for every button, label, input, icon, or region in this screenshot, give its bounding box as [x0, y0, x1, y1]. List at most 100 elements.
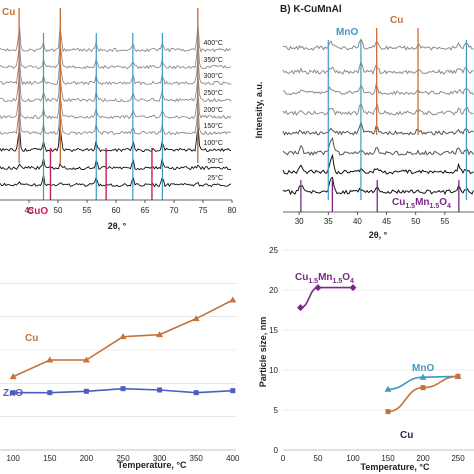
panel-d-x-tick-label: 250 [451, 454, 465, 463]
panel-c-tick-label: 350 [190, 454, 204, 463]
panel-a-trace-300c [0, 57, 232, 86]
panel-d-x-ticks: 0 50 100 150 200 250 [281, 454, 465, 463]
panel-b-reflection-lines [300, 28, 468, 212]
panel-b-x-ticks: 30 35 40 45 50 55 [295, 212, 450, 226]
panel-d-y-tick-label: 25 [269, 246, 278, 255]
panel-b-tick-label: 50 [411, 217, 420, 226]
panel-d-particle-size: 0 5 10 15 20 25 0 50 100 150 200 250 Particle size… [258, 246, 474, 472]
panel-b-xrd: B) K-CuMnAl 30 35 40 45 50 55 Intensity, a.u.… [254, 4, 474, 240]
panel-d-x-tick-label: 150 [381, 454, 395, 463]
panel-a-temp-label: 300°C [203, 72, 223, 80]
panel-a-tick-label: 55 [83, 206, 92, 215]
panel-a-tick-label: 45 [25, 206, 34, 215]
panel-a-tick-label: 70 [170, 206, 179, 215]
panel-d-point-cu15mn15o4 [349, 284, 357, 292]
panel-c-point-cu [46, 356, 54, 363]
panel-c-point-zno [230, 388, 236, 394]
panel-b-trace [282, 176, 474, 196]
panel-a-trace-400c [0, 23, 232, 53]
panel-d-gridlines [283, 249, 474, 451]
panel-b-trace [282, 38, 474, 52]
panel-d-y-label: Particle size, nm [258, 317, 268, 388]
panel-d-mno-label: MnO [412, 363, 434, 374]
panel-a-trace-150c [0, 107, 232, 136]
panel-a-trace-100c [0, 124, 232, 153]
panel-a-trace-25c [0, 174, 232, 188]
panel-a-temp-label: 350°C [203, 56, 223, 64]
panel-a-traces [0, 23, 232, 188]
panel-b-tick-label: 35 [324, 217, 333, 226]
panel-b-x-label: 2θ, ° [369, 230, 388, 240]
panel-c-cu-label: Cu [25, 333, 38, 344]
panel-b-traces [282, 38, 474, 196]
panel-b-tick-label: 45 [382, 217, 391, 226]
panel-a-temp-label: 150°C [203, 122, 223, 130]
panel-a-temp-label: 50°C [207, 157, 223, 165]
panel-d-cu15mn15o4-label: Cu1.5Mn1.5O4 [295, 272, 354, 285]
panel-b-tick-label: 55 [440, 217, 449, 226]
panel-d-series-line [387, 375, 459, 413]
panel-d-y-tick-label: 15 [269, 326, 278, 335]
panel-c-point-zno [83, 388, 89, 394]
panel-c-zno-label: ZnO [3, 388, 23, 399]
panel-a-reflection-lines [18, 8, 199, 200]
panel-c-point-cu [192, 315, 200, 322]
panel-c-point-zno [157, 387, 163, 393]
panel-a-trace-50c [0, 157, 232, 171]
panel-d-point-cu [455, 373, 461, 379]
panel-d-series-line [300, 286, 353, 309]
panel-a-x-ticks: 45 50 55 60 65 70 75 80 [25, 200, 237, 215]
panel-a-cu-label: Cu [2, 7, 15, 18]
panel-c-point-zno [47, 390, 53, 396]
panel-d-cu-label: Cu [400, 430, 413, 441]
panel-c-crystallite-size: 100 150 200 250 300 350 400 Cu ZnO Temperature… [0, 283, 240, 470]
panel-b-cu-label: Cu [390, 15, 403, 26]
panel-c-point-cu [9, 373, 17, 380]
panel-b-trace [282, 137, 474, 156]
panel-d-point-cu15mn15o4 [314, 284, 322, 292]
panel-d-point-mno [419, 373, 427, 380]
panel-c-point-zno [120, 386, 126, 392]
panel-a-xrd: 45 50 55 60 65 70 75 80 400°C 350°C 300°C 250°C 200… [0, 7, 237, 231]
panel-b-cu15mn15o4-label: Cu1.5Mn1.5O4 [392, 197, 451, 210]
panel-d-x-tick-label: 50 [314, 454, 323, 463]
panel-c-x-label: Temperature, °C [118, 460, 187, 470]
panel-b-trace [282, 83, 474, 96]
panel-c-point-cu [82, 356, 90, 363]
panel-d-y-tick-label: 10 [269, 366, 278, 375]
panel-c-tick-label: 400 [226, 454, 240, 463]
panel-c-series [9, 296, 237, 396]
panel-b-trace [282, 153, 474, 175]
panel-a-tick-label: 65 [141, 206, 150, 215]
panel-a-temp-label: 25°C [207, 174, 223, 182]
panel-d-x-tick-label: 100 [346, 454, 360, 463]
panel-b-trace [282, 102, 474, 116]
panel-a-trace-350c [0, 40, 232, 70]
panel-a-tick-label: 50 [54, 206, 63, 215]
panel-a-cuo-label: CuO [27, 206, 48, 217]
panel-b-tick-label: 40 [353, 217, 362, 226]
panel-b-trace [282, 120, 474, 136]
panel-d-y-ticks: 0 5 10 15 20 25 [269, 246, 278, 455]
panel-d-y-tick-label: 20 [269, 286, 278, 295]
panel-b-title: B) K-CuMnAl [280, 4, 342, 15]
panel-b-tick-label: 30 [295, 217, 304, 226]
panel-a-tick-label: 60 [112, 206, 121, 215]
panel-d-x-label: Temperature, °C [361, 462, 430, 472]
panel-c-tick-label: 300 [153, 454, 167, 463]
panel-a-temp-label: 200°C [203, 106, 223, 114]
panel-a-temp-label: 400°C [203, 39, 223, 47]
panel-a-trace-200c [0, 91, 232, 120]
panel-c-point-cu [119, 333, 127, 340]
panel-c-point-cu [156, 331, 164, 338]
panel-d-y-tick-label: 5 [274, 406, 279, 415]
panel-a-temp-label: 250°C [203, 89, 223, 97]
panel-c-tick-label: 150 [43, 454, 57, 463]
panel-d-point-cu15mn15o4 [297, 304, 304, 312]
panel-a-tick-label: 80 [228, 206, 237, 215]
panel-d-y-tick-label: 0 [274, 446, 279, 455]
panel-d-series [297, 284, 462, 415]
panel-a-temp-label: 100°C [203, 139, 223, 147]
panel-a-trace-250c [0, 74, 232, 103]
